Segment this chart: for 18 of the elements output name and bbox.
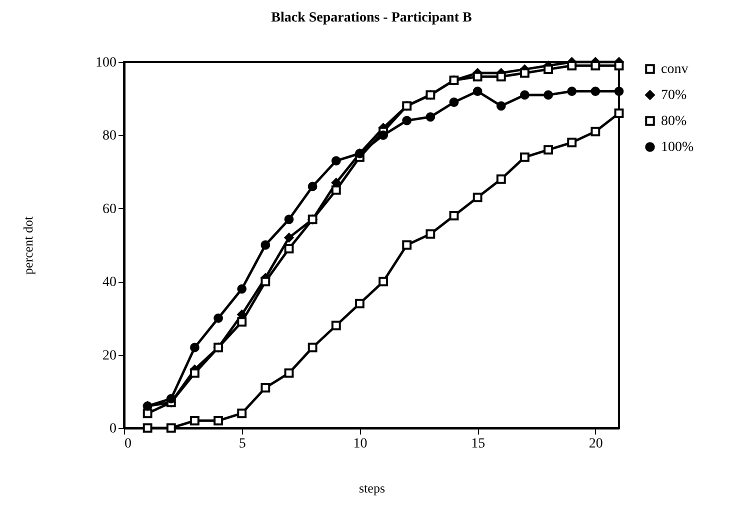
legend-label: 70% — [661, 88, 687, 103]
x-tick-label: 5 — [238, 436, 246, 452]
x-axis-title: steps — [359, 480, 385, 496]
x-tick-label: 20 — [588, 436, 603, 452]
legend-label: 100% — [661, 140, 694, 155]
x-tick-label: 15 — [471, 436, 486, 452]
y-tick-label: 40 — [102, 275, 116, 290]
y-axis-title: percent dot — [20, 216, 36, 275]
y-tick-label: 80 — [102, 128, 116, 144]
x-tick-label: 10 — [353, 436, 368, 452]
legend-label: conv — [661, 62, 688, 77]
y-tick-label: 0 — [110, 422, 116, 436]
chart-title: Black Separations - Participant B — [271, 10, 472, 26]
y-tick-label: 60 — [102, 202, 116, 217]
y-tick-label: 20 — [102, 348, 116, 364]
y-tick-label: 100 — [96, 56, 116, 70]
legend-label: 80% — [661, 114, 687, 129]
x-tick-label: 0 — [124, 436, 132, 452]
